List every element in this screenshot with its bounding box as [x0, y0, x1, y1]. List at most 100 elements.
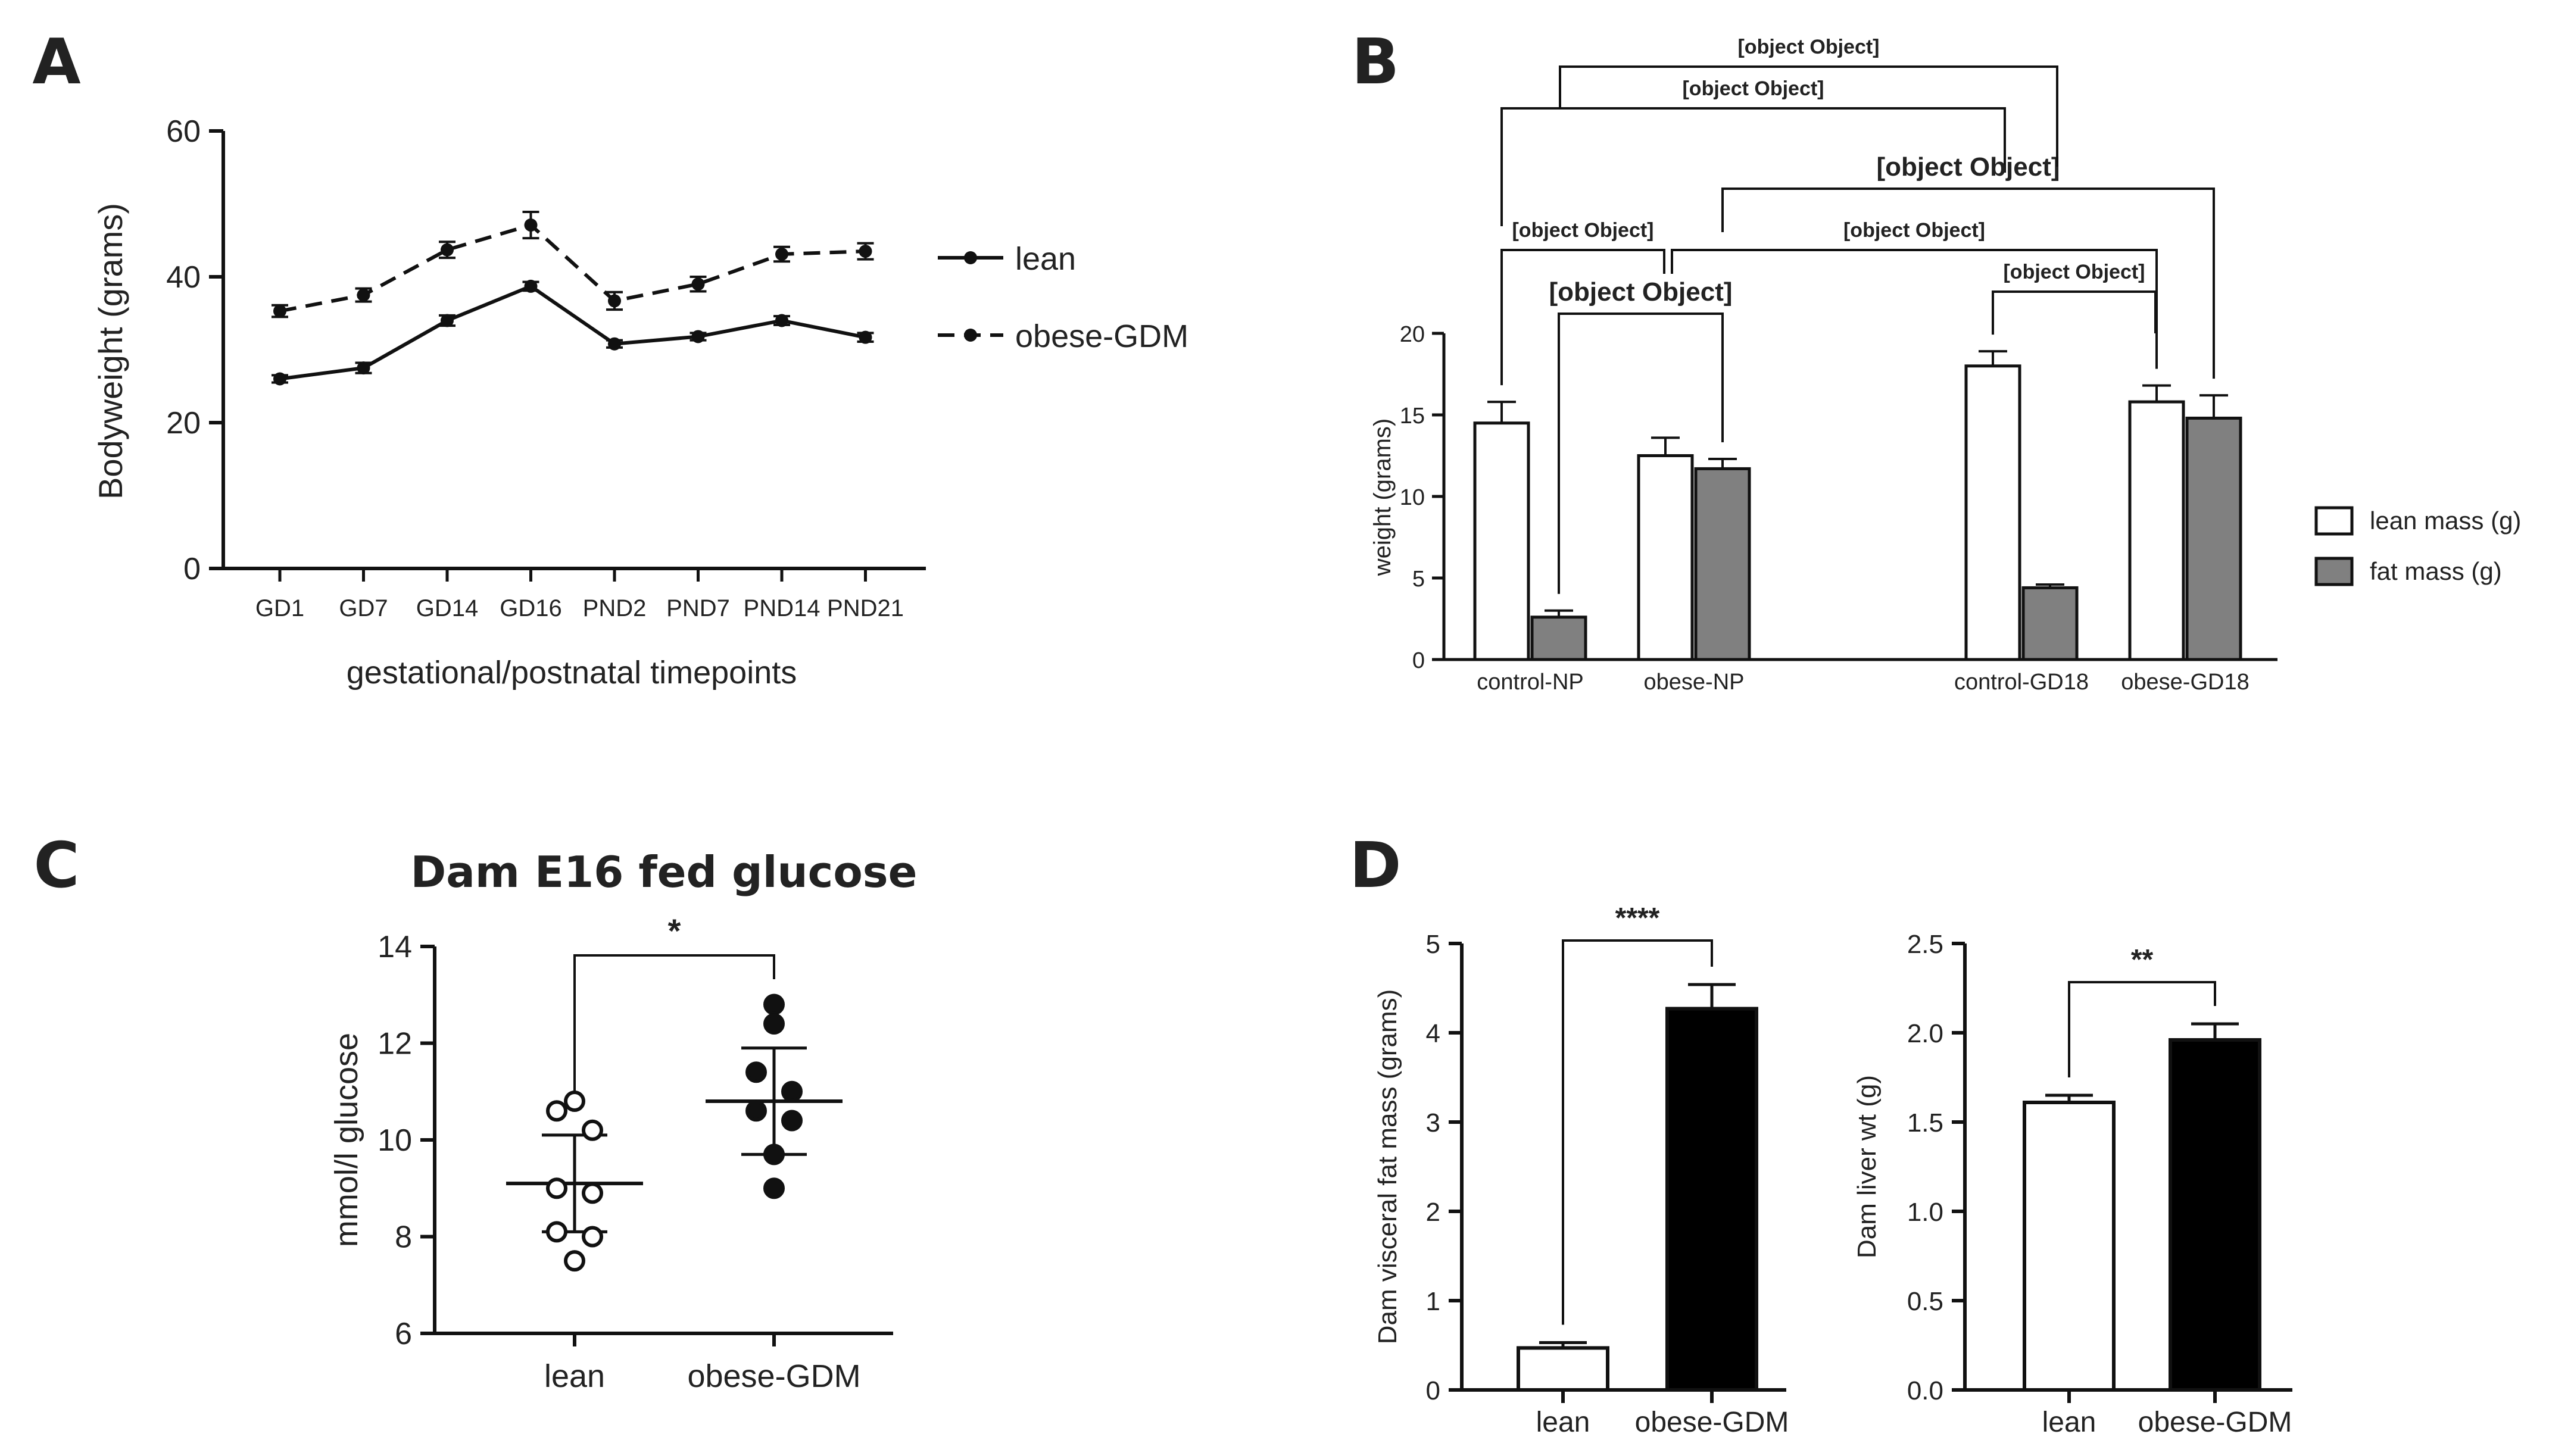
- a-ytick-label: 60: [166, 114, 201, 149]
- panel-label-a: A: [32, 26, 80, 98]
- a-point: [441, 243, 454, 257]
- a-point: [691, 330, 705, 343]
- d2-sig-bracket: [2068, 981, 2216, 1077]
- d2-ytick-label: 2.0: [1907, 1019, 1943, 1048]
- d1-ytick-label: 3: [1426, 1108, 1440, 1138]
- c-point: [781, 1110, 803, 1132]
- c-point: [763, 1143, 785, 1166]
- b-ytick-label: 10: [1400, 485, 1425, 510]
- d2-ytick-label: 2.5: [1907, 930, 1943, 959]
- b-sig-1-bracket: [1500, 107, 2006, 226]
- panel-label-d: D: [1349, 829, 1401, 902]
- c-y-axis-label: mmol/l glucose: [329, 1033, 364, 1247]
- c-point: [582, 1119, 603, 1141]
- c-title: Dam E16 fed glucose: [411, 847, 918, 897]
- b-bar-0: [2128, 400, 2185, 661]
- a-point: [524, 218, 538, 232]
- b-sig-1-label: [object Object]: [1682, 77, 1824, 100]
- d1-sig-label: ****: [1615, 902, 1660, 934]
- b-sig-6-bracket: [1992, 290, 2157, 335]
- a-legend-marker-1: [964, 329, 977, 342]
- a-xtick-label: GD14: [416, 595, 479, 621]
- b-ytick-label: 15: [1400, 404, 1425, 429]
- d1-ytick-label: 0: [1426, 1376, 1440, 1405]
- a-series-line-1: [279, 223, 866, 313]
- a-xtick-label: PND21: [827, 595, 904, 621]
- b-sig-2-label: [object Object]: [1876, 152, 2060, 182]
- c-point: [564, 1091, 585, 1112]
- b-bar-1: [2185, 416, 2242, 661]
- a-legend-label-0: lean: [1015, 241, 1076, 277]
- c-point: [763, 1177, 785, 1199]
- b-xtick-label: obese-GD18: [2121, 670, 2249, 695]
- b-xtick-label: control-GD18: [1954, 670, 2089, 695]
- a-point: [859, 245, 872, 258]
- a-xtick-label: PND2: [583, 595, 647, 621]
- c-ytick-label: 14: [377, 930, 412, 964]
- a-xtick-label: GD1: [255, 595, 304, 621]
- c-point: [546, 1100, 567, 1122]
- c-point: [745, 1061, 767, 1083]
- a-ytick-label: 0: [183, 552, 201, 586]
- a-point: [775, 248, 788, 261]
- b-legend-swatch-1: [2314, 557, 2354, 586]
- a-point: [273, 304, 286, 318]
- c-ytick-label: 10: [377, 1123, 412, 1158]
- b-sig-2-bracket: [1721, 188, 2215, 379]
- d1-ytick-label: 5: [1426, 930, 1440, 959]
- b-sig-4-label: [object Object]: [1843, 219, 1985, 242]
- d2-ytick-label: 0.5: [1907, 1287, 1943, 1316]
- a-point: [524, 279, 538, 293]
- a-point: [691, 277, 705, 291]
- d2-bar-1: [2169, 1038, 2261, 1392]
- b-ytick-label: 5: [1412, 567, 1425, 592]
- c-point: [546, 1177, 567, 1199]
- a-point: [859, 330, 872, 344]
- a-ytick-label: 40: [166, 260, 201, 295]
- d2-bar-0: [2023, 1101, 2116, 1392]
- d1-ytick-label: 1: [1426, 1287, 1440, 1316]
- a-point: [273, 372, 286, 386]
- b-xtick-label: obese-NP: [1644, 670, 1745, 695]
- a-point: [357, 361, 370, 375]
- a-point: [441, 314, 454, 327]
- a-point: [608, 294, 621, 308]
- b-ytick-label: 0: [1412, 648, 1425, 673]
- b-bar-1: [1530, 615, 1587, 661]
- d1-bar-0: [1517, 1346, 1609, 1392]
- b-y-axis-label: weight (grams): [1369, 418, 1396, 577]
- b-bar-1: [1694, 467, 1751, 661]
- d1-xtick-label: lean: [1536, 1407, 1590, 1438]
- b-sig-3-bracket: [1500, 249, 1665, 386]
- c-point: [582, 1226, 603, 1248]
- d2-ytick-label: 1.0: [1907, 1198, 1943, 1227]
- c-sig-label: *: [668, 912, 681, 949]
- c-ytick-label: 6: [395, 1317, 412, 1351]
- a-legend-label-1: obese-GDM: [1015, 318, 1188, 354]
- b-sig-0-label: [object Object]: [1737, 36, 1879, 58]
- c-ytick-label: 8: [395, 1220, 412, 1255]
- b-legend-swatch-0: [2314, 506, 2354, 536]
- c-sig-bracket: [573, 954, 775, 1092]
- a-point: [608, 337, 621, 351]
- b-sig-5-label: [object Object]: [1549, 277, 1732, 307]
- b-ytick-label: 20: [1400, 322, 1425, 347]
- c-point: [564, 1250, 585, 1272]
- d2-xtick-label: lean: [2042, 1407, 2096, 1438]
- c-xtick-label: lean: [544, 1358, 605, 1394]
- b-legend-label-0: lean mass (g): [2370, 507, 2521, 535]
- b-sig-5-bracket: [1558, 313, 1724, 594]
- a-y-axis-label: Bodyweight (grams): [92, 203, 129, 499]
- b-bar-0: [1964, 364, 2021, 661]
- d1-xtick-label: obese-GDM: [1635, 1407, 1789, 1438]
- c-point: [745, 1100, 767, 1122]
- a-xtick-label: GD7: [339, 595, 388, 621]
- b-bar-0: [1473, 421, 1530, 661]
- c-point: [546, 1221, 567, 1243]
- c-point: [781, 1080, 803, 1102]
- a-x-axis-label: gestational/postnatal timepoints: [347, 655, 797, 690]
- c-point: [763, 1013, 785, 1035]
- b-legend-label-1: fat mass (g): [2370, 557, 2502, 585]
- d1-ytick-label: 4: [1426, 1019, 1440, 1048]
